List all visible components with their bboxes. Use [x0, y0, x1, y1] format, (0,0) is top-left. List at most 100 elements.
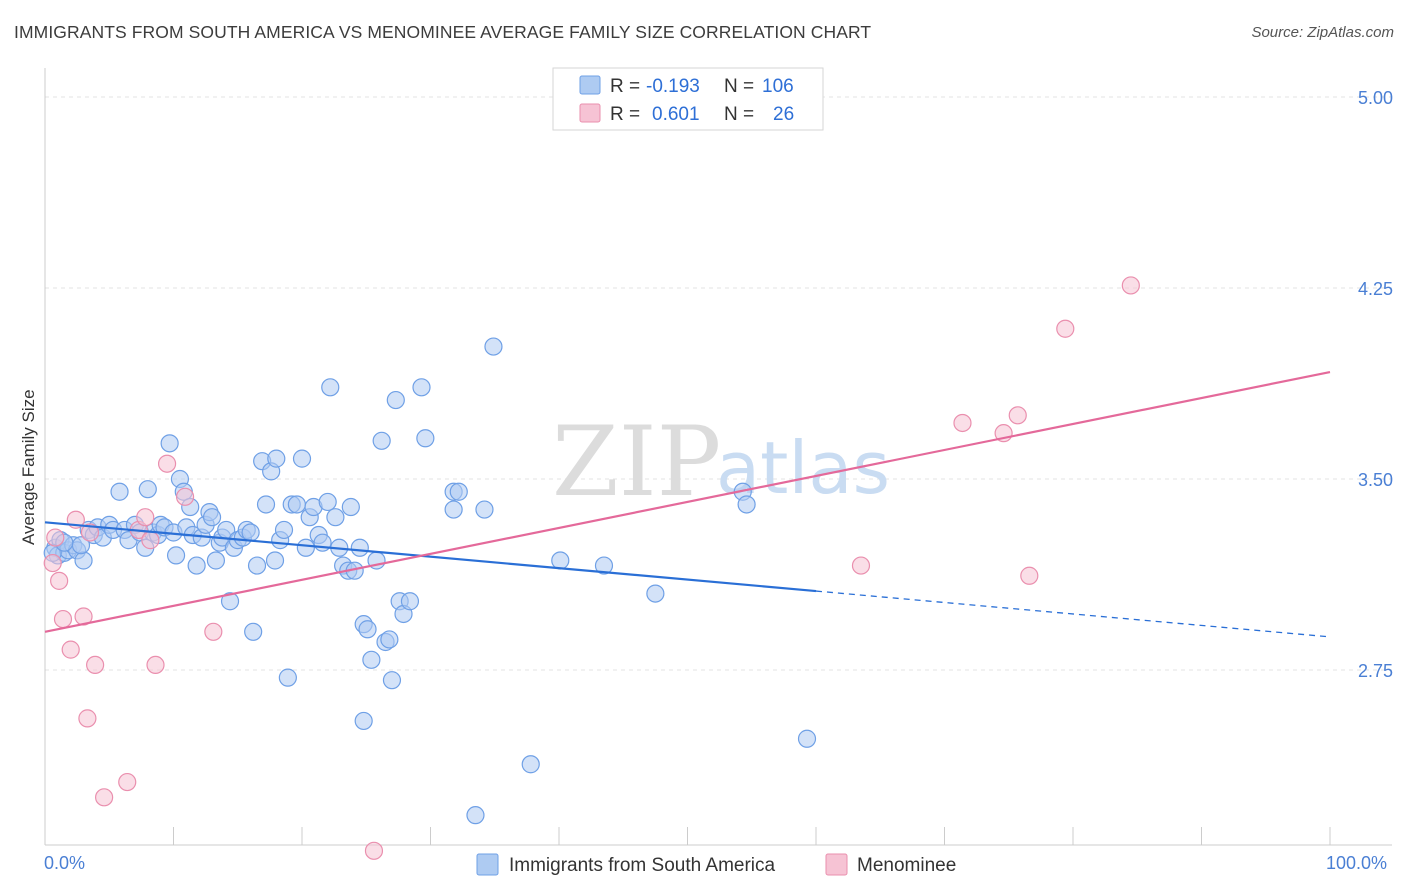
pink-point-23 — [1008, 406, 1027, 425]
blue-point-89 — [416, 429, 435, 448]
blue-point-88 — [412, 378, 431, 397]
legend-n-value-2: 26 — [773, 104, 794, 125]
blue-point-72 — [341, 497, 360, 517]
blue-point-75 — [354, 711, 373, 731]
blue-point-59 — [287, 495, 306, 514]
blue-point-47 — [241, 523, 260, 542]
blue-point-98 — [594, 556, 614, 575]
x-tick-label-max: 100.0% — [1326, 853, 1387, 873]
series-legend-label-pink: Menominee — [857, 855, 956, 876]
watermark: ZIP atlas — [552, 406, 890, 518]
blue-point-38 — [206, 551, 226, 570]
blue-point-57 — [278, 668, 297, 687]
legend-swatch-blue — [579, 75, 601, 95]
gridlines — [45, 96, 1392, 671]
blue-point-92 — [449, 482, 468, 501]
blue-point-94 — [475, 500, 494, 519]
blue-point-42 — [220, 592, 240, 611]
y-axis-label: Average Family Size — [19, 389, 38, 545]
blue-point-37 — [202, 508, 222, 527]
y-tick-label-3: 5.00 — [1358, 88, 1393, 108]
pink-point-9 — [86, 655, 105, 675]
pink-trend-line — [44, 370, 1331, 633]
pink-point-7 — [78, 709, 97, 728]
axes — [44, 68, 1392, 846]
blue-point-20 — [138, 480, 157, 499]
legend-swatch-pink — [579, 103, 601, 123]
pink-point-26 — [1121, 276, 1140, 295]
blue-point-56 — [274, 520, 294, 540]
blue-point-54 — [267, 449, 286, 468]
blue-point-101 — [737, 495, 756, 514]
series-legend-swatch-pink — [825, 853, 848, 876]
blue-point-97 — [551, 551, 570, 570]
x-tick-label-min: 0.0% — [44, 853, 85, 873]
watermark-zip: ZIP — [552, 406, 721, 518]
pink-point-17 — [175, 487, 195, 506]
pink-point-2 — [50, 571, 69, 590]
blue-point-102 — [797, 729, 817, 748]
blue-point-78 — [362, 650, 381, 669]
legend-n-label-1: N = — [724, 76, 754, 97]
blue-point-87 — [400, 592, 420, 611]
trend-lines — [44, 370, 1331, 638]
blue-point-83 — [382, 671, 402, 690]
legend-r-label-2: R = — [610, 104, 640, 125]
blue-point-95 — [484, 337, 503, 356]
pink-point-19 — [364, 841, 384, 860]
blue-point-14 — [110, 482, 129, 501]
pink-point-24 — [1020, 566, 1039, 585]
source-credit: Source: ZipAtlas.com — [1251, 24, 1394, 41]
pink-point-18 — [204, 622, 223, 641]
pink-point-20 — [851, 556, 871, 575]
y-tick-label-0: 2.75 — [1358, 661, 1393, 681]
blue-point-96 — [521, 755, 540, 774]
blue-point-49 — [247, 556, 267, 575]
correlation-legend: R = -0.193 N = 106 R = 0.601 N = 26 — [552, 67, 824, 131]
pink-point-0 — [43, 553, 62, 573]
pink-point-3 — [53, 609, 73, 629]
pink-point-21 — [953, 413, 972, 433]
legend-r-value-2: 0.601 — [652, 104, 700, 125]
y-tick-label-1: 3.50 — [1358, 470, 1393, 490]
legend-n-label-2: N = — [724, 104, 754, 125]
pink-point-16 — [157, 454, 177, 473]
blue-point-51 — [256, 495, 276, 514]
pink-point-15 — [146, 655, 165, 675]
blue-point-7 — [74, 551, 93, 570]
pink-point-1 — [46, 528, 65, 547]
blue-point-48 — [244, 622, 263, 641]
legend-r-value-1: -0.193 — [646, 76, 700, 97]
blue-point-99 — [646, 584, 665, 603]
legend-r-label-1: R = — [610, 76, 640, 97]
blue-point-53 — [265, 551, 285, 570]
blue-trend-line-extension — [815, 590, 1331, 638]
pink-point-25 — [1056, 319, 1075, 338]
series-legend-label-blue: Immigrants from South America — [509, 855, 776, 876]
blue-point-80 — [372, 431, 391, 450]
blue-point-74 — [350, 538, 369, 557]
pink-point-4 — [61, 640, 80, 659]
blue-point-91 — [444, 500, 463, 519]
pink-point-13 — [136, 508, 155, 527]
series-legend: Immigrants from South America Menominee — [476, 853, 956, 876]
blue-point-82 — [380, 630, 399, 649]
legend-n-value-1: 106 — [762, 76, 794, 97]
blue-point-67 — [321, 378, 340, 397]
data-points — [43, 276, 1140, 860]
y-tick-labels: 2.75 3.50 4.25 5.00 — [1358, 88, 1393, 681]
pink-point-11 — [118, 772, 137, 792]
chart-title: IMMIGRANTS FROM SOUTH AMERICA VS MENOMIN… — [14, 22, 872, 42]
pink-point-10 — [95, 788, 114, 807]
blue-point-33 — [187, 556, 206, 575]
blue-point-25 — [160, 434, 179, 453]
blue-point-105 — [71, 536, 91, 555]
blue-point-77 — [358, 620, 377, 639]
series-legend-swatch-blue — [476, 853, 499, 876]
pink-point-8 — [80, 523, 100, 542]
blue-point-61 — [296, 538, 315, 557]
blue-point-84 — [386, 390, 405, 410]
blue-trend-line — [44, 521, 817, 593]
blue-point-27 — [166, 546, 186, 565]
